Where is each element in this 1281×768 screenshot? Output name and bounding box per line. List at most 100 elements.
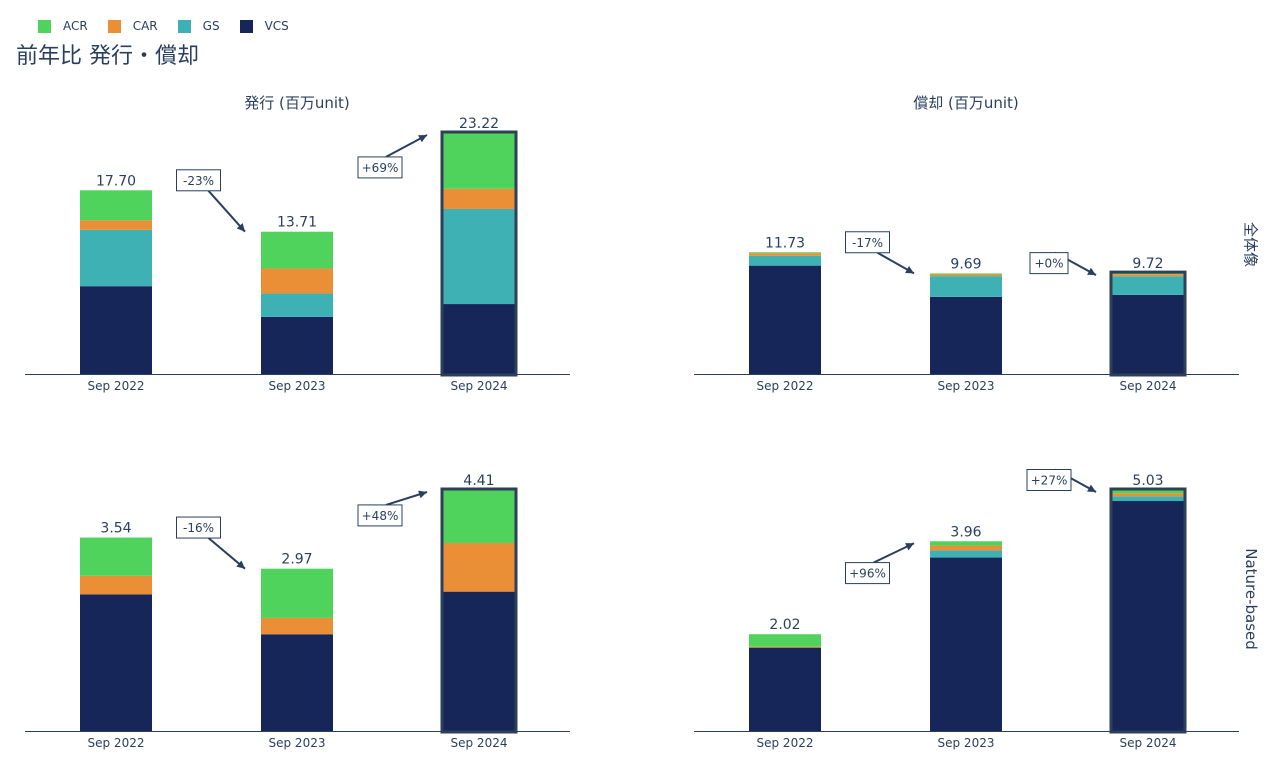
issuance-total-change-arrow-0 bbox=[207, 190, 246, 233]
issuance-nature-change-box-1 bbox=[357, 504, 403, 527]
retirement-nature-highlight-box bbox=[1109, 487, 1187, 734]
issuance-nature-total-label-1: 2.97 bbox=[281, 552, 312, 568]
issuance-nature-change-label-1: +48% bbox=[362, 509, 399, 523]
issuance-total-bar-vcs-1 bbox=[261, 316, 333, 374]
issuance-nature-bar-vcs-2 bbox=[443, 591, 515, 731]
chart-title: 前年比 発行・償却 bbox=[16, 44, 199, 69]
legend-swatch-vcs bbox=[239, 19, 253, 33]
retirement-nature-tick-label-0: Sep 2022 bbox=[757, 736, 814, 750]
retirement-nature-bar-gs-2 bbox=[1112, 496, 1184, 502]
retirement-total-total-label-2: 9.72 bbox=[1132, 256, 1163, 272]
retirement-total-tick-label-0: Sep 2022 bbox=[757, 379, 814, 393]
legend-swatch-gs bbox=[177, 19, 191, 33]
retirement-total-bar-acr-1 bbox=[930, 273, 1002, 275]
issuance-nature-tick-label-0: Sep 2022 bbox=[88, 736, 145, 750]
legend-label-vcs: VCS bbox=[264, 19, 289, 33]
retirement-total-highlight-box bbox=[1109, 270, 1187, 377]
issuance-nature-bar-acr-2 bbox=[443, 490, 515, 544]
legend-item-car[interactable]: CAR bbox=[107, 19, 158, 33]
column-title-issuance: 発行 (百万unit) bbox=[244, 94, 350, 112]
issuance-total-tick-label-1: Sep 2023 bbox=[269, 379, 326, 393]
issuance-nature-change-label-0: -16% bbox=[183, 521, 214, 535]
retirement-total-change-box-1 bbox=[1029, 252, 1069, 275]
retirement-nature-total-label-1: 3.96 bbox=[950, 524, 981, 540]
issuance-total-bar-acr-0 bbox=[80, 190, 152, 221]
issuance-nature-bar-acr-1 bbox=[261, 568, 333, 618]
issuance-nature-total-label-0: 3.54 bbox=[100, 521, 131, 537]
legend-swatch-acr bbox=[38, 19, 51, 33]
legend-item-vcs[interactable]: VCS bbox=[239, 19, 289, 33]
retirement-nature-bar-vcs-0 bbox=[749, 647, 821, 731]
legend-item-gs[interactable]: GS bbox=[177, 19, 220, 33]
issuance-nature-change-box-0 bbox=[176, 516, 221, 539]
retirement-total-change-arrowhead-0 bbox=[905, 266, 914, 274]
issuance-total-tick-label-2: Sep 2024 bbox=[451, 379, 508, 393]
retirement-nature-change-arrowhead-0 bbox=[905, 543, 914, 551]
issuance-total-bar-car-0 bbox=[80, 220, 152, 230]
issuance-total-bar-acr-1 bbox=[261, 231, 333, 269]
issuance-total-highlight-box bbox=[440, 130, 518, 377]
retirement-nature-bar-gs-1 bbox=[930, 550, 1002, 558]
issuance-nature-bar-car-1 bbox=[261, 617, 333, 635]
legend-label-car: CAR bbox=[132, 19, 158, 33]
retirement-nature-bar-vcs-1 bbox=[930, 557, 1002, 731]
retirement-nature-bar-car-1 bbox=[930, 545, 1002, 551]
issuance-nature-bar-acr-0 bbox=[80, 537, 152, 576]
issuance-total-bar-gs-2 bbox=[443, 208, 515, 305]
legend-item-acr[interactable]: ACR bbox=[38, 19, 88, 33]
legend-swatch-car bbox=[107, 19, 121, 33]
issuance-total-total-label-1: 13.71 bbox=[277, 215, 317, 231]
issuance-total-bar-gs-0 bbox=[80, 229, 152, 287]
issuance-total-total-label-0: 17.70 bbox=[96, 173, 136, 189]
issuance-nature-bar-car-0 bbox=[80, 575, 152, 595]
retirement-total-total-label-0: 11.73 bbox=[765, 235, 805, 251]
issuance-nature-tick-label-1: Sep 2023 bbox=[269, 736, 326, 750]
retirement-total-bar-acr-0 bbox=[749, 252, 821, 254]
retirement-total-bar-car-0 bbox=[749, 253, 821, 256]
issuance-nature-change-arrowhead-1 bbox=[418, 490, 427, 499]
retirement-total-bar-vcs-2 bbox=[1112, 294, 1184, 374]
issuance-total-bar-vcs-0 bbox=[80, 286, 152, 374]
issuance-nature-total-label-2: 4.41 bbox=[463, 473, 494, 489]
issuance-nature-bar-car-2 bbox=[443, 543, 515, 592]
retirement-total-change-label-1: +0% bbox=[1034, 257, 1063, 271]
retirement-total-total-label-1: 9.69 bbox=[950, 256, 981, 272]
retirement-nature-total-label-2: 5.03 bbox=[1132, 473, 1163, 489]
issuance-nature-bar-vcs-0 bbox=[80, 594, 152, 731]
retirement-nature-bar-vcs-2 bbox=[1112, 501, 1184, 731]
legend-label-gs: GS bbox=[202, 19, 220, 33]
legend-label-acr: ACR bbox=[63, 19, 88, 33]
retirement-nature-bar-acr-1 bbox=[930, 541, 1002, 546]
issuance-total-change-label-0: -23% bbox=[183, 174, 214, 188]
retirement-nature-change-box-0 bbox=[845, 562, 890, 585]
retirement-nature-bar-acr-2 bbox=[1112, 490, 1184, 494]
retirement-nature-change-box-1 bbox=[1026, 469, 1072, 491]
retirement-nature-change-label-1: +27% bbox=[1031, 474, 1068, 488]
issuance-total-bar-vcs-2 bbox=[443, 304, 515, 374]
issuance-nature-bar-vcs-1 bbox=[261, 634, 333, 731]
retirement-nature-change-label-0: +96% bbox=[849, 567, 886, 581]
issuance-total-bar-car-2 bbox=[443, 188, 515, 209]
retirement-total-bar-car-1 bbox=[930, 274, 1002, 277]
retirement-total-change-arrowhead-1 bbox=[1087, 267, 1096, 276]
retirement-nature-tick-label-1: Sep 2023 bbox=[938, 736, 995, 750]
issuance-total-total-label-2: 23.22 bbox=[459, 116, 499, 132]
retirement-total-tick-label-1: Sep 2023 bbox=[938, 379, 995, 393]
issuance-total-bar-car-1 bbox=[261, 268, 333, 294]
retirement-nature-change-arrowhead-1 bbox=[1087, 484, 1096, 492]
retirement-total-change-box-0 bbox=[845, 231, 890, 254]
issuance-total-bar-acr-2 bbox=[443, 133, 515, 189]
retirement-nature-tick-label-2: Sep 2024 bbox=[1120, 736, 1177, 750]
issuance-total-change-arrowhead-0 bbox=[236, 223, 245, 232]
retirement-total-bar-car-2 bbox=[1112, 274, 1184, 277]
retirement-total-bar-gs-2 bbox=[1112, 276, 1184, 295]
issuance-total-change-box-0 bbox=[176, 169, 221, 192]
issuance-total-tick-label-0: Sep 2022 bbox=[88, 379, 145, 393]
retirement-total-bar-vcs-1 bbox=[930, 296, 1002, 374]
retirement-nature-total-label-0: 2.02 bbox=[769, 617, 800, 633]
retirement-nature-bar-acr-0 bbox=[749, 634, 821, 647]
issuance-total-bar-gs-1 bbox=[261, 293, 333, 317]
retirement-total-bar-vcs-0 bbox=[749, 265, 821, 374]
column-title-retirement: 償却 (百万unit) bbox=[913, 94, 1019, 112]
